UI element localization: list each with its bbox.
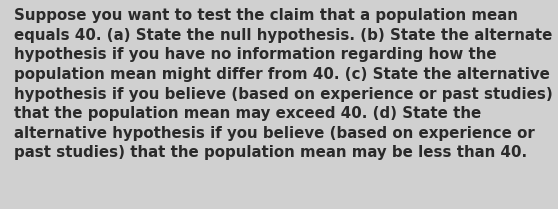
Text: Suppose you want to test the claim that a population mean
equals 40. (a) State t: Suppose you want to test the claim that … [14,8,553,160]
